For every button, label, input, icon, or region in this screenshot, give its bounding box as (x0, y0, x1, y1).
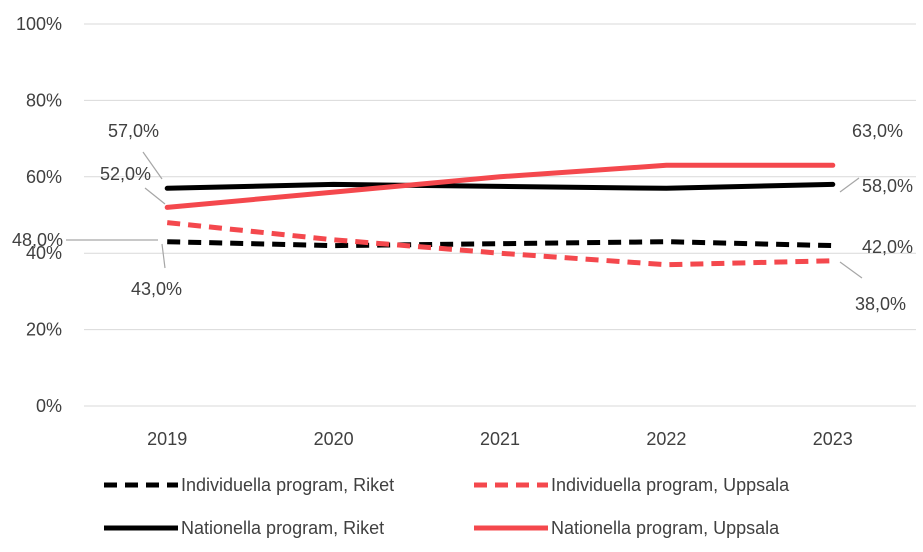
legend: Individuella program, Riket Individuella … (104, 475, 790, 538)
x-tick-label: 2019 (147, 429, 187, 449)
legend-label: Individuella program, Uppsala (551, 475, 790, 495)
data-label: 48,0% (12, 230, 63, 250)
y-tick-label: 20% (26, 320, 62, 340)
data-label: 42,0% (862, 237, 913, 257)
series-line-0 (167, 239, 833, 249)
series-line-2 (164, 181, 836, 191)
series-line-1 (166, 220, 833, 268)
gridlines (84, 23, 916, 407)
y-tick-label: 0% (36, 396, 62, 416)
series-lines (164, 162, 836, 268)
leader-line (839, 261, 863, 279)
data-label: 58,0% (862, 176, 913, 196)
x-tick-label: 2023 (813, 429, 853, 449)
legend-label: Nationella program, Uppsala (551, 518, 780, 538)
data-label: 57,0% (108, 121, 159, 141)
y-tick-label: 40% (26, 243, 62, 263)
data-label: 63,0% (852, 121, 903, 141)
data-label: 52,0% (100, 164, 151, 184)
leader-line (161, 243, 166, 269)
series-line-3 (164, 162, 836, 210)
x-tick-label: 2020 (314, 429, 354, 449)
legend-label: Individuella program, Riket (181, 475, 394, 495)
data-label: 43,0% (131, 279, 182, 299)
data-labels: 43,0% 42,0% 48,0% 38,0% 57,0% 58,0% 52,0% 63,0% (12, 121, 913, 314)
y-tick-label: 80% (26, 90, 62, 110)
leader-line (142, 151, 163, 180)
data-label: 38,0% (855, 294, 906, 314)
leader-line (144, 187, 166, 205)
leader-line (839, 177, 860, 193)
y-tick-label: 100% (16, 14, 62, 34)
x-tick-label: 2022 (646, 429, 686, 449)
y-tick-label: 60% (26, 167, 62, 187)
x-tick-label: 2021 (480, 429, 520, 449)
x-axis: 2019 2020 2021 2022 2023 (147, 429, 853, 449)
y-axis: 0% 20% 40% 60% 80% 100% (16, 14, 62, 416)
legend-label: Nationella program, Riket (181, 518, 384, 538)
